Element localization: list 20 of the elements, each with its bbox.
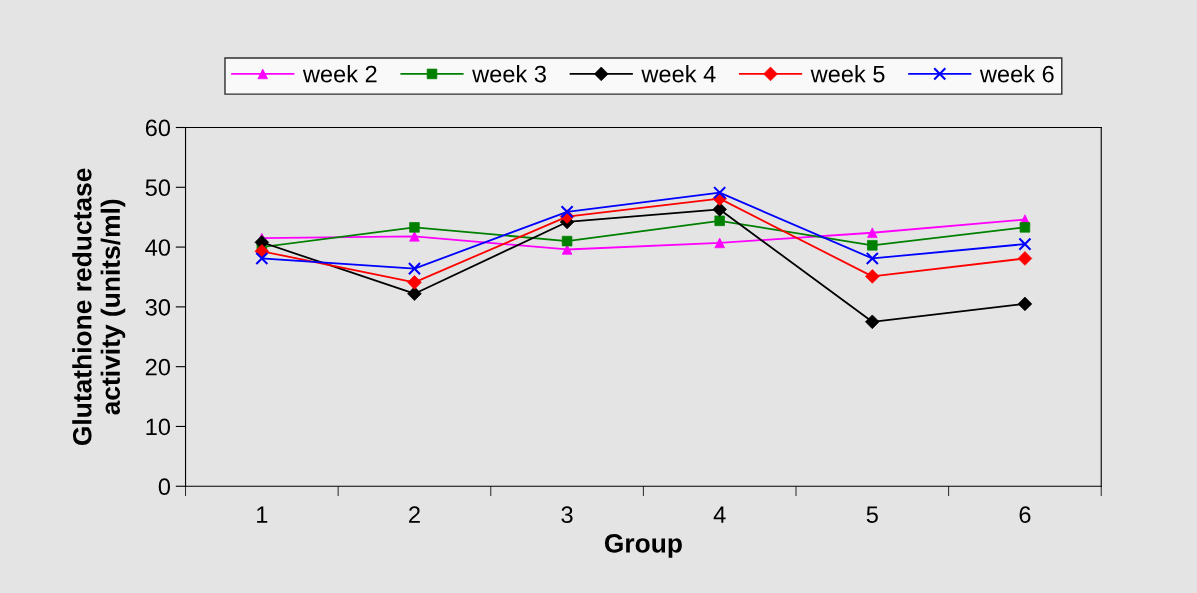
x-tick-label: 5 <box>866 506 878 524</box>
y-tick-label: 50 <box>145 179 171 197</box>
x-tick-label: 2 <box>409 506 420 523</box>
y-tick-label: 0 <box>158 478 171 496</box>
legend-label: week 6 <box>979 65 1054 83</box>
y-tick-label: 40 <box>145 239 171 256</box>
x-tick-label: 1 <box>257 506 268 523</box>
y-axis-title: Glutathione reductase activity (units/ml) <box>72 168 126 446</box>
y-tick-label: 30 <box>145 298 171 316</box>
legend-label: week 5 <box>810 65 885 83</box>
legend-label: week 2 <box>302 65 377 83</box>
legend-label: week 4 <box>641 65 716 83</box>
y-tick-label: 20 <box>145 358 171 376</box>
legend-label: week 3 <box>472 65 546 83</box>
x-axis-title: Group <box>604 533 682 558</box>
y-tick-label: 10 <box>146 418 171 436</box>
x-tick-label: 4 <box>713 506 726 523</box>
y-tick-label: 60 <box>145 119 171 137</box>
x-tick-label: 6 <box>1019 506 1031 524</box>
x-tick-label: 3 <box>561 506 573 524</box>
